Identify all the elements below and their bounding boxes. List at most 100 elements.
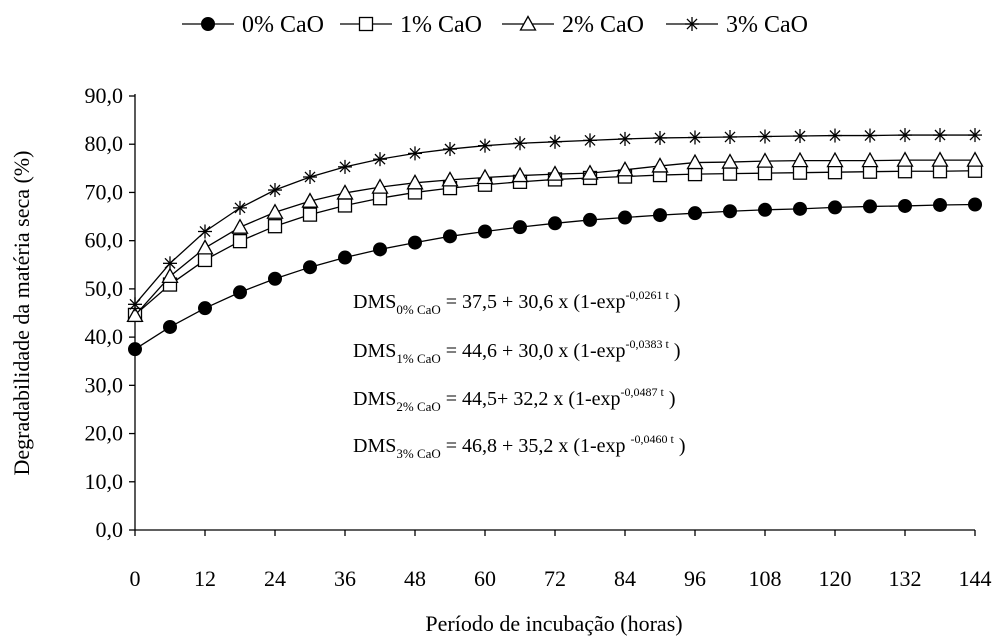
data-point [968, 128, 982, 143]
x-axis-title: Período de incubação (horas) [425, 611, 682, 636]
data-point [757, 166, 773, 181]
legend-marker [358, 16, 374, 32]
equation-0: DMS0% CaO = 37,5 + 30,6 x (1-exp-0,0261 … [353, 288, 681, 317]
data-point [268, 271, 282, 286]
data-point [828, 128, 842, 143]
data-point [723, 129, 737, 144]
data-point [721, 153, 739, 169]
y-tick-label: 70,0 [85, 179, 124, 204]
legend-label: 2% CaO [562, 12, 644, 38]
y-tick-label: 10,0 [85, 469, 124, 494]
data-point [898, 198, 912, 213]
data-point [408, 235, 422, 250]
legend-label: 3% CaO [726, 12, 808, 38]
data-point [933, 128, 947, 143]
data-point [408, 146, 422, 161]
data-point [126, 306, 144, 323]
series-group [126, 128, 984, 357]
equation-2: DMS2% CaO = 44,5+ 32,2 x (1-exp-0,0487 t… [353, 385, 676, 414]
data-point [653, 208, 667, 223]
data-point [581, 164, 599, 180]
data-point [336, 184, 354, 200]
x-tick-label: 12 [194, 566, 216, 591]
data-point [128, 342, 142, 357]
series-3 [128, 128, 982, 312]
data-point [827, 165, 843, 180]
data-point [616, 160, 634, 177]
data-point [302, 207, 318, 222]
data-point [548, 216, 562, 231]
data-point [233, 285, 247, 300]
data-point [863, 199, 877, 214]
data-point [196, 239, 214, 255]
data-point [478, 138, 492, 153]
data-point [651, 157, 669, 173]
data-point [618, 210, 632, 225]
data-point [163, 256, 177, 271]
data-point [163, 319, 177, 334]
data-point [968, 197, 982, 212]
data-point [373, 152, 387, 167]
y-tick-label: 0,0 [96, 517, 124, 542]
data-point [511, 166, 529, 183]
data-point [756, 152, 774, 168]
data-point [233, 200, 247, 215]
legend-item: 2% CaO [502, 12, 644, 38]
data-point [161, 267, 179, 284]
y-tick-label: 50,0 [85, 276, 124, 301]
data-point [618, 131, 632, 146]
legend: 0% CaO 1% CaO 2% CaO 3% CaO [182, 12, 808, 38]
data-point [686, 153, 704, 170]
data-point [688, 130, 702, 145]
y-tick-label: 80,0 [85, 131, 124, 156]
data-point [758, 129, 772, 144]
legend-marker [685, 17, 699, 31]
data-point [723, 204, 737, 219]
x-tick-label: 96 [684, 566, 706, 591]
data-point [583, 133, 597, 148]
data-point [128, 297, 142, 312]
x-tick-label: 36 [334, 566, 356, 591]
data-point [443, 229, 457, 244]
data-point [898, 128, 912, 143]
x-axis-ticks: 0 12 24 36 48 60 72 84 96 108 120 132 144 [130, 530, 992, 591]
data-point [476, 168, 494, 185]
y-tick-label: 60,0 [85, 228, 124, 253]
data-point [513, 220, 527, 235]
y-tick-label: 20,0 [85, 421, 124, 446]
x-tick-label: 48 [404, 566, 426, 591]
data-point [337, 198, 353, 213]
y-tick-label: 90,0 [85, 83, 124, 108]
data-point [653, 130, 667, 145]
legend-item: 1% CaO [340, 12, 482, 38]
data-point [232, 233, 248, 249]
legend-marker [201, 17, 215, 31]
legend-item: 0% CaO [182, 12, 324, 38]
data-point [478, 224, 492, 239]
data-point [861, 151, 879, 168]
data-point [791, 151, 809, 168]
data-point [687, 166, 703, 182]
series-0 [128, 197, 982, 357]
data-point [231, 218, 249, 234]
equation-3: DMS3% CaO = 46,8 + 35,2 x (1-exp -0,0460… [353, 432, 686, 461]
data-point [792, 165, 808, 180]
legend-label: 0% CaO [242, 12, 324, 38]
data-point [303, 170, 317, 185]
data-point [303, 260, 317, 275]
series-2 [126, 151, 984, 323]
data-point [758, 202, 772, 217]
y-axis-title: Degradabilidade da matéria seca (%) [9, 151, 34, 476]
data-point [373, 242, 387, 257]
y-tick-label: 40,0 [85, 324, 124, 349]
data-point [267, 219, 283, 234]
x-tick-label: 84 [614, 566, 636, 591]
data-point [371, 178, 389, 194]
x-tick-label: 60 [474, 566, 496, 591]
data-point [793, 129, 807, 144]
data-point [406, 173, 424, 190]
data-point [826, 151, 844, 168]
data-point [931, 151, 949, 167]
data-point [966, 151, 984, 167]
legend-item: 3% CaO [666, 12, 808, 38]
